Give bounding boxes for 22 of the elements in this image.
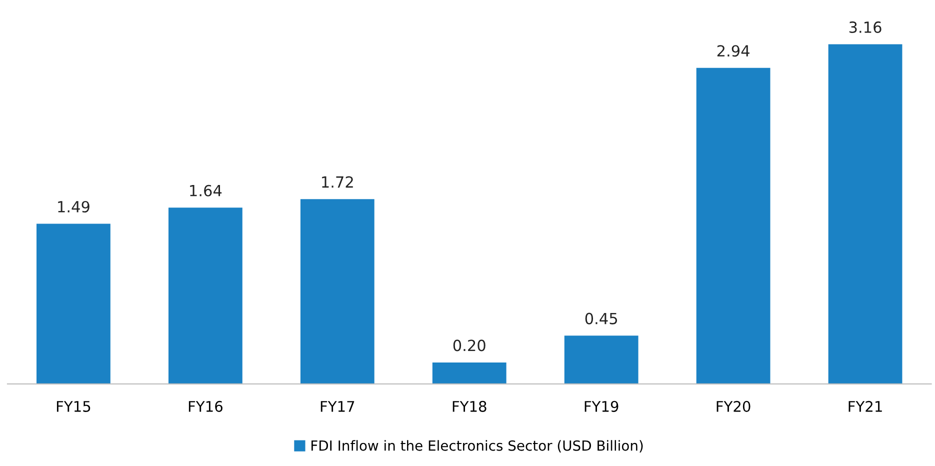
bar (300, 199, 374, 384)
x-tick-label: FY16 (188, 400, 222, 412)
data-label: 0.45 (585, 312, 618, 324)
x-tick-label: FY20 (716, 400, 750, 412)
bar (564, 336, 638, 384)
data-label: 3.16 (849, 21, 882, 33)
x-tick-label: FY19 (584, 400, 618, 412)
bar (36, 224, 110, 384)
bar (828, 44, 902, 384)
data-label: 0.20 (453, 340, 486, 352)
x-tick-label: FY17 (320, 401, 354, 412)
bar (168, 208, 242, 384)
data-label: 1.64 (190, 184, 222, 196)
x-tick-label: FY21 (848, 400, 882, 412)
legend-label: FDI Inflow in the Electronics Sector (USD Billion) (311, 440, 643, 452)
data-label: 2.94 (717, 45, 750, 57)
x-tick-label: FY15 (56, 401, 90, 412)
x-tick-label: FY18 (452, 400, 486, 412)
bar (696, 68, 770, 384)
data-label: 1.72 (322, 176, 353, 188)
data-label: 1.49 (58, 200, 90, 213)
bar (432, 362, 506, 384)
